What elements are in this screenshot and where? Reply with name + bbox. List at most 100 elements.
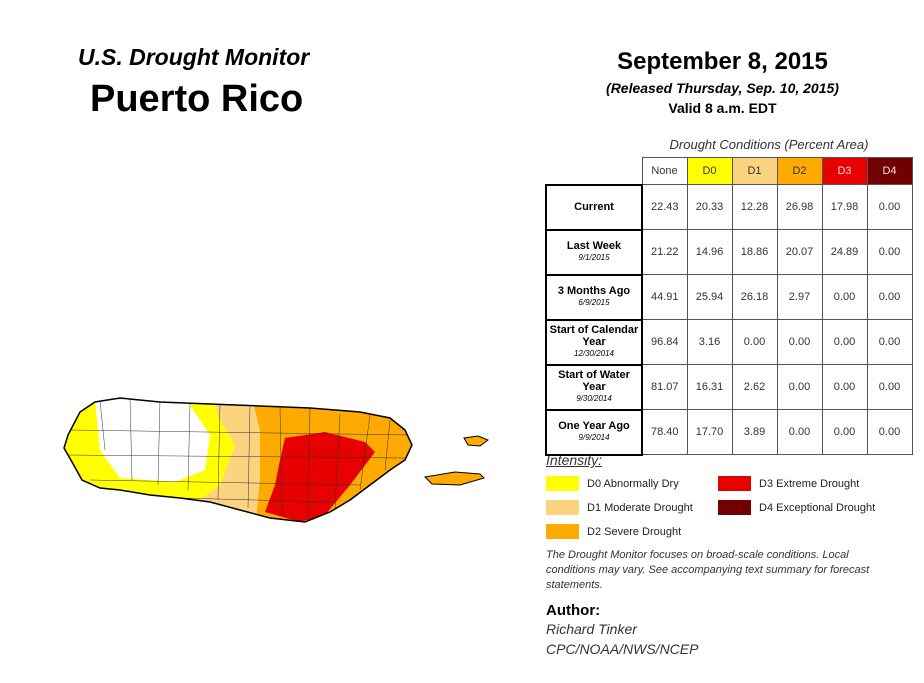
column-header-d4: D4 xyxy=(866,157,913,185)
table-cell: 0.00 xyxy=(866,409,913,455)
column-header-d3: D3 xyxy=(821,157,868,185)
disclaimer-note: The Drought Monitor focuses on broad-sca… xyxy=(546,549,870,591)
table-cell: 0.00 xyxy=(866,364,913,410)
row-label: One Year Ago 9/9/2014 xyxy=(545,408,643,456)
legend-swatch xyxy=(546,500,579,515)
legend-label: D3 Extreme Drought xyxy=(759,477,860,490)
row-label-date: 9/9/2014 xyxy=(578,433,610,442)
table-cell: 16.31 xyxy=(686,364,733,410)
table-cell: 3.16 xyxy=(686,319,733,365)
table-cell: 0.00 xyxy=(731,319,778,365)
table-cell: 17.70 xyxy=(686,409,733,455)
drought-conditions-table: None D0 D1 D2 D3 D4 Current 22.43 20.33 12.28 26.… xyxy=(545,157,913,456)
table-cell: 12.28 xyxy=(731,184,778,230)
legend-item: D3 Extreme Drought xyxy=(718,476,859,491)
table-cell: 20.33 xyxy=(686,184,733,230)
region-title: Puerto Rico xyxy=(90,78,304,120)
row-label-date: 12/30/2014 xyxy=(573,349,615,358)
row-label-text: Start of Water Year xyxy=(558,369,630,393)
legend-label: D2 Severe Drought xyxy=(587,525,682,538)
legend-label: D4 Exceptional Drought xyxy=(759,501,876,514)
column-header-d2: D2 xyxy=(776,157,823,185)
product-title: U.S. Drought Monitor xyxy=(78,44,310,70)
table-cell: 24.89 xyxy=(821,229,868,275)
table-cell: 44.91 xyxy=(641,274,688,320)
table-cell: 0.00 xyxy=(821,409,868,455)
table-cell: 14.96 xyxy=(686,229,733,275)
row-label-date: 9/1/2015 xyxy=(578,253,610,262)
header-blank xyxy=(546,158,642,185)
legend-swatch xyxy=(546,524,579,539)
legend-title: Intensity: xyxy=(546,452,603,468)
legend-label: D0 Abnormally Dry xyxy=(587,477,679,490)
row-label: 3 Months Ago 6/9/2015 xyxy=(545,273,643,321)
table-cell: 0.00 xyxy=(776,409,823,455)
table-cell: 18.86 xyxy=(731,229,778,275)
table-cell: 81.07 xyxy=(641,364,688,410)
author-org: CPC/NOAA/NWS/NCEP xyxy=(546,641,699,657)
table-cell: 0.00 xyxy=(776,319,823,365)
table-cell: 78.40 xyxy=(641,409,688,455)
table-cell: 2.97 xyxy=(776,274,823,320)
legend-item: D0 Abnormally Dry xyxy=(546,476,679,491)
table-cell: 0.00 xyxy=(866,319,913,365)
table-cell: 20.07 xyxy=(776,229,823,275)
legend-item: D1 Moderate Drought xyxy=(546,500,693,515)
legend-swatch xyxy=(718,476,751,491)
row-label: Start of Water Year 9/30/2014 xyxy=(545,363,643,411)
table-row: One Year Ago 9/9/2014 78.40 17.70 3.89 0.00 0.… xyxy=(545,408,913,456)
municipio-borders xyxy=(67,398,411,522)
legend-label: D1 Moderate Drought xyxy=(587,501,693,514)
row-label-text: Current xyxy=(574,201,614,213)
table-cell: 0.00 xyxy=(866,184,913,230)
vieques-island xyxy=(423,471,485,486)
legend-swatch xyxy=(718,500,751,515)
column-header-none: None xyxy=(641,157,688,185)
legend-item: D4 Exceptional Drought xyxy=(718,500,875,515)
row-label-text: Start of Calendar Year xyxy=(549,324,639,348)
table-row: Current 22.43 20.33 12.28 26.98 17.98 0.00 xyxy=(545,183,913,231)
table-title: Drought Conditions (Percent Area) xyxy=(669,137,869,152)
table-cell: 3.89 xyxy=(731,409,778,455)
legend-item: D2 Severe Drought xyxy=(546,524,681,539)
legend-swatch xyxy=(546,476,579,491)
table-cell: 2.62 xyxy=(731,364,778,410)
table-cell: 0.00 xyxy=(866,274,913,320)
row-label: Current xyxy=(545,183,643,231)
author-label: Author: xyxy=(546,602,601,619)
table-cell: 96.84 xyxy=(641,319,688,365)
table-row: Start of Water Year 9/30/2014 81.07 16.31 2.… xyxy=(545,363,913,411)
table-cell: 0.00 xyxy=(866,229,913,275)
main-island xyxy=(64,398,412,522)
table-row: 3 Months Ago 6/9/2015 44.91 25.94 26.18 2.97 0… xyxy=(545,273,913,321)
culebra-island xyxy=(463,435,490,447)
row-label-date: 9/30/2014 xyxy=(576,394,612,403)
row-label: Last Week 9/1/2015 xyxy=(545,228,643,276)
table-cell: 0.00 xyxy=(821,319,868,365)
author-name: Richard Tinker xyxy=(546,621,637,637)
table-cell: 22.43 xyxy=(641,184,688,230)
table-cell: 25.94 xyxy=(686,274,733,320)
table-cell: 26.98 xyxy=(776,184,823,230)
column-header-d0: D0 xyxy=(686,157,733,185)
row-label: Start of Calendar Year 12/30/2014 xyxy=(545,318,643,366)
row-label-date: 6/9/2015 xyxy=(578,298,610,307)
table-cell: 21.22 xyxy=(641,229,688,275)
map-date: September 8, 2015 xyxy=(617,48,828,75)
table-cell: 0.00 xyxy=(821,364,868,410)
column-header-d1: D1 xyxy=(731,157,778,185)
puerto-rico-drought-map xyxy=(63,397,490,523)
row-label-text: Last Week xyxy=(566,240,622,252)
table-cell: 17.98 xyxy=(821,184,868,230)
table-cell: 0.00 xyxy=(776,364,823,410)
release-date: (Released Thursday, Sep. 10, 2015) xyxy=(606,80,839,96)
table-row: Last Week 9/1/2015 21.22 14.96 18.86 20.07 24.… xyxy=(545,228,913,276)
none-area xyxy=(95,398,210,482)
table-cell: 26.18 xyxy=(731,274,778,320)
table-row: Start of Calendar Year 12/30/2014 96.84 3.1… xyxy=(545,318,913,366)
island-outline xyxy=(63,397,413,523)
row-label-text: One Year Ago xyxy=(558,420,630,432)
table-cell: 0.00 xyxy=(821,274,868,320)
d3-area xyxy=(265,432,375,522)
